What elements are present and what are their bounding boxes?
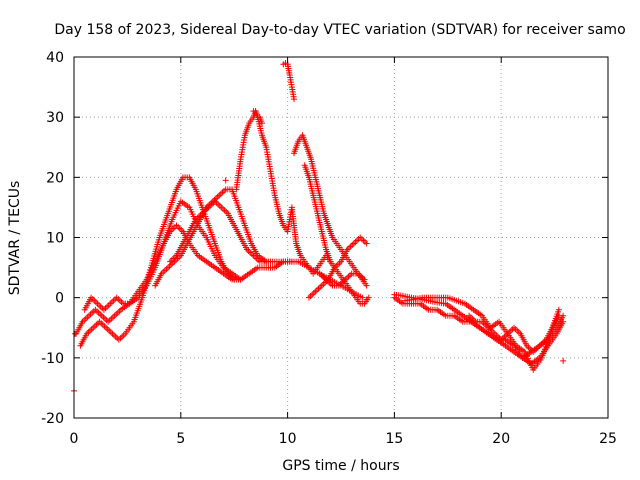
data-point <box>555 306 562 313</box>
data-point <box>237 276 244 283</box>
data-point <box>263 258 270 265</box>
chart-title: Day 158 of 2023, Sidereal Day-to-day VTE… <box>54 22 625 38</box>
x-axis-label: GPS time / hours <box>282 458 399 474</box>
data-point <box>363 240 370 247</box>
data-point <box>560 357 567 364</box>
data-layer <box>71 60 567 394</box>
y-tick-label: 30 <box>46 110 64 126</box>
series-track-3 <box>81 198 244 313</box>
x-tick-label: 15 <box>385 431 403 447</box>
x-tick-label: 10 <box>279 431 297 447</box>
series-track-5 <box>167 198 270 265</box>
series-track-6 <box>233 108 334 277</box>
data-point <box>359 294 366 301</box>
series-track-10 <box>301 162 372 307</box>
y-tick-label: 0 <box>55 291 64 307</box>
tick-layer: 0 5 10 15 20 25 -20 -10 0 10 20 30 40 <box>41 50 617 447</box>
series-track-8 <box>280 60 298 103</box>
x-tick-label: 20 <box>492 431 510 447</box>
data-point <box>222 177 229 184</box>
series-track-7 <box>250 108 265 127</box>
y-axis-label: SDTVAR / TECUs <box>7 181 23 296</box>
y-tick-label: 40 <box>46 50 64 66</box>
y-tick-label: 10 <box>46 231 64 247</box>
data-point <box>72 330 79 337</box>
y-tick-label: 20 <box>46 170 64 186</box>
x-tick-label: 0 <box>70 431 79 447</box>
series-track-12 <box>316 270 368 289</box>
data-point <box>291 96 298 103</box>
y-tick-label: -20 <box>41 411 64 427</box>
data-point <box>363 296 370 303</box>
x-tick-label: 5 <box>176 431 185 447</box>
data-point <box>258 120 265 127</box>
data-point <box>555 312 562 319</box>
x-tick-label: 25 <box>599 431 617 447</box>
data-point <box>361 276 368 283</box>
data-point <box>560 318 567 325</box>
series-track-16 <box>466 312 562 355</box>
y-tick-label: -10 <box>41 351 64 367</box>
data-point <box>363 282 370 289</box>
